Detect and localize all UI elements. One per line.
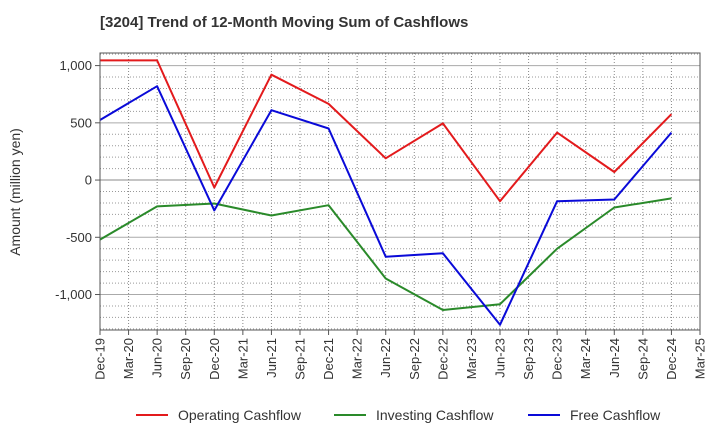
x-tick-label: Mar-21 bbox=[235, 338, 250, 379]
x-tick-label: Mar-25 bbox=[693, 338, 708, 379]
series-layer bbox=[99, 59, 673, 326]
x-tick-label: Mar-24 bbox=[578, 338, 593, 379]
y-axis-label: Amount (million yen) bbox=[7, 128, 23, 256]
x-tick-label: Sep-22 bbox=[407, 338, 422, 380]
grid-layer bbox=[99, 53, 701, 330]
x-tick-label: Mar-22 bbox=[350, 338, 365, 379]
x-tick-label: Dec-22 bbox=[435, 338, 450, 380]
x-tick-label: Jun-24 bbox=[607, 338, 622, 378]
x-tick-label: Sep-20 bbox=[178, 338, 193, 380]
legend-label-operating-cashflow: Operating Cashflow bbox=[178, 407, 302, 423]
x-tick-label: Sep-24 bbox=[635, 338, 650, 380]
x-tick-label: Dec-21 bbox=[321, 338, 336, 380]
y-tick-label: 0 bbox=[85, 173, 92, 188]
x-tick-label: Dec-20 bbox=[207, 338, 222, 380]
x-tick-label: Jun-22 bbox=[378, 338, 393, 378]
legend: Operating Cashflow Investing Cashflow Free… bbox=[136, 407, 661, 423]
x-tick-label: Mar-23 bbox=[464, 338, 479, 379]
series-line-free-cashflow bbox=[99, 85, 673, 326]
x-tick-label: Dec-19 bbox=[93, 338, 108, 380]
x-tick-label: Jun-21 bbox=[264, 338, 279, 378]
x-tick-label: Dec-24 bbox=[664, 338, 679, 380]
series-line-investing-cashflow bbox=[99, 197, 672, 311]
x-tick-label: Jun-20 bbox=[150, 338, 165, 378]
chart-title: [3204] Trend of 12-Month Moving Sum of C… bbox=[100, 14, 469, 31]
legend-label-investing-cashflow: Investing Cashflow bbox=[376, 407, 494, 423]
legend-label-free-cashflow: Free Cashflow bbox=[570, 407, 661, 423]
x-tick-label: Jun-23 bbox=[493, 338, 508, 378]
y-tick-label: 500 bbox=[70, 115, 92, 130]
axis-layer: 1,000 500 0 -500 -1,000 Dec-19 Mar-20 Jun-20 Sep… bbox=[55, 52, 708, 380]
x-tick-label: Sep-21 bbox=[293, 338, 308, 380]
y-tick-label: 1,000 bbox=[59, 58, 92, 73]
x-tick-label: Dec-23 bbox=[550, 338, 565, 380]
x-tick-label: Mar-20 bbox=[121, 338, 136, 379]
plot-frame bbox=[99, 52, 701, 331]
y-tick-label: -1,000 bbox=[55, 287, 92, 302]
x-tick-label: Sep-23 bbox=[521, 338, 536, 380]
y-tick-label: -500 bbox=[66, 230, 92, 245]
series-line-operating-cashflow bbox=[100, 59, 673, 203]
